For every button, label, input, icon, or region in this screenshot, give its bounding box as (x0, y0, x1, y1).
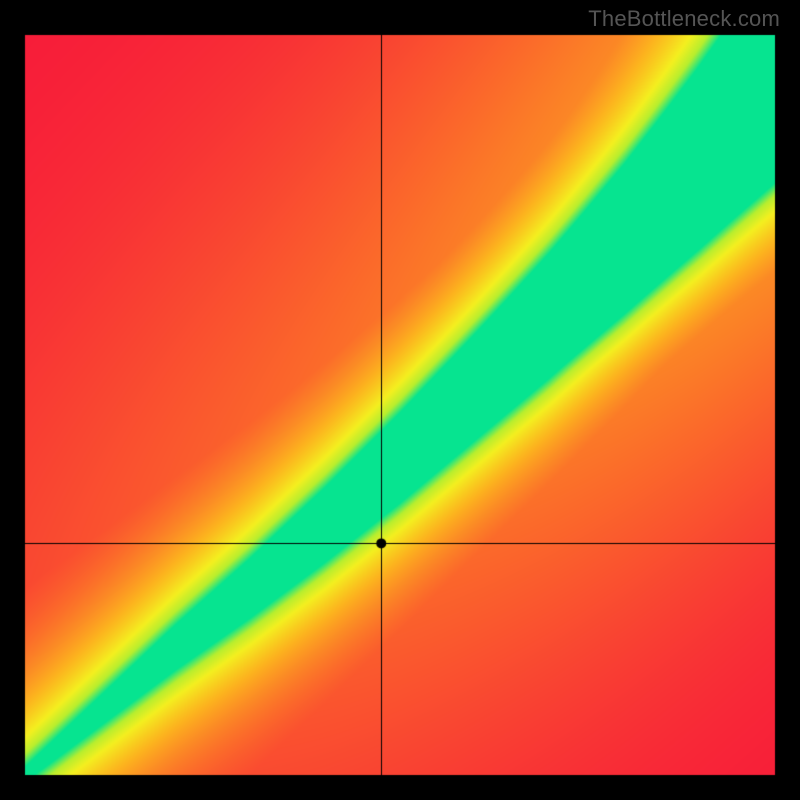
chart-container: TheBottleneck.com (0, 0, 800, 800)
heatmap-canvas (0, 0, 800, 800)
watermark-label: TheBottleneck.com (588, 6, 780, 32)
